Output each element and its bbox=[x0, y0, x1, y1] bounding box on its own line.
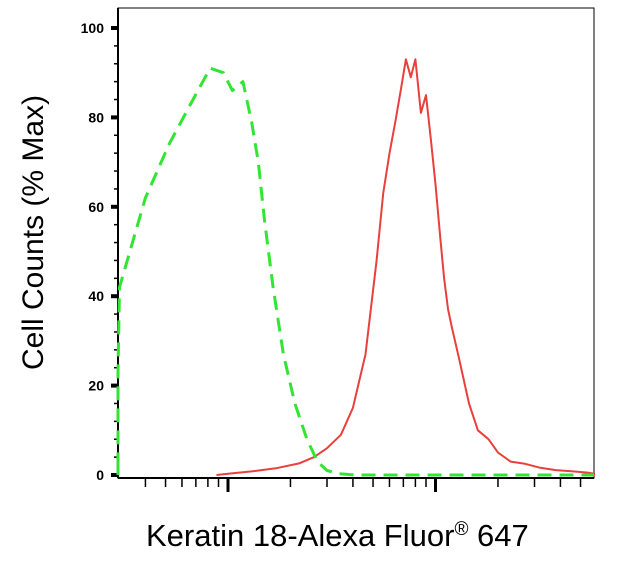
x-axis-label-suffix: 647 bbox=[468, 518, 529, 553]
plot-frame bbox=[117, 7, 595, 479]
registered-mark: ® bbox=[454, 519, 469, 540]
y-tick-label: 100 bbox=[81, 20, 105, 36]
plot-border bbox=[117, 7, 595, 479]
y-tick-label: 80 bbox=[88, 109, 104, 125]
y-tick-label: 40 bbox=[88, 288, 104, 304]
y-axis-label: Cell Counts (% Max) bbox=[17, 94, 50, 370]
x-axis-label: Keratin 18-Alexa Fluor® 647 bbox=[146, 518, 529, 554]
series-line-1 bbox=[216, 58, 595, 476]
series-line-2 bbox=[116, 66, 594, 477]
x-axis-ticks bbox=[144, 478, 582, 492]
y-tick-label: 60 bbox=[88, 199, 104, 215]
y-tick-label: 0 bbox=[96, 467, 104, 483]
series-layer bbox=[116, 58, 595, 477]
x-axis-label-text: Keratin 18-Alexa Fluor bbox=[146, 518, 455, 553]
y-axis-ticks: 0 20 40 60 80 100 bbox=[81, 20, 119, 483]
y-tick-label: 20 bbox=[88, 378, 104, 394]
